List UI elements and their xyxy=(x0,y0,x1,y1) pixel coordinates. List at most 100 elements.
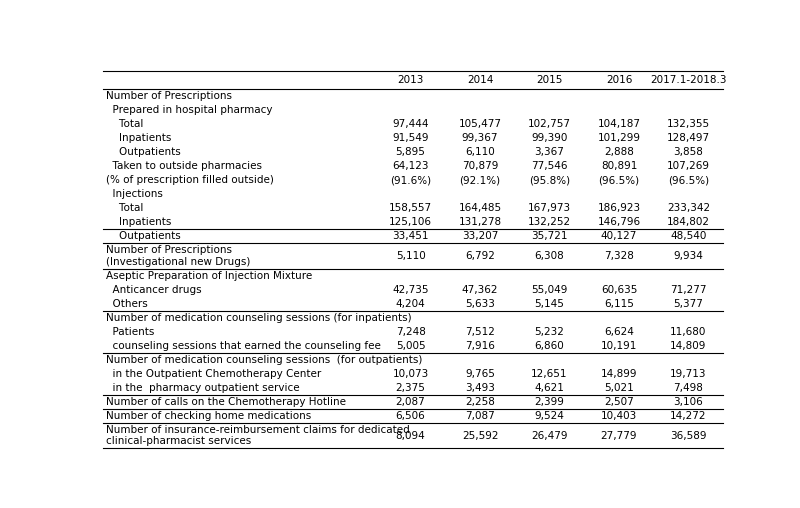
Text: 55,049: 55,049 xyxy=(531,284,568,295)
Text: 35,721: 35,721 xyxy=(531,231,568,241)
Text: 48,540: 48,540 xyxy=(670,231,706,241)
Text: 26,479: 26,479 xyxy=(531,431,568,440)
Text: 3,493: 3,493 xyxy=(465,383,495,393)
Text: 42,735: 42,735 xyxy=(392,284,429,295)
Text: 5,232: 5,232 xyxy=(534,327,565,337)
Text: 6,860: 6,860 xyxy=(534,341,564,351)
Text: 5,021: 5,021 xyxy=(604,383,634,393)
Text: 5,633: 5,633 xyxy=(465,299,495,309)
Text: 104,187: 104,187 xyxy=(598,119,641,129)
Text: 99,367: 99,367 xyxy=(462,133,498,143)
Text: 40,127: 40,127 xyxy=(601,231,637,241)
Text: 158,557: 158,557 xyxy=(389,203,432,213)
Text: 2,375: 2,375 xyxy=(396,383,426,393)
Text: Number of checking home medications: Number of checking home medications xyxy=(106,411,311,421)
Text: 19,713: 19,713 xyxy=(670,369,706,379)
Text: 102,757: 102,757 xyxy=(528,119,571,129)
Text: 2,399: 2,399 xyxy=(534,397,565,407)
Text: 2,888: 2,888 xyxy=(604,147,634,157)
Text: 2015: 2015 xyxy=(536,75,562,85)
Text: 132,252: 132,252 xyxy=(528,217,571,227)
Text: Prepared in hospital pharmacy: Prepared in hospital pharmacy xyxy=(106,105,272,115)
Text: 47,362: 47,362 xyxy=(462,284,498,295)
Text: Taken to outside pharmacies: Taken to outside pharmacies xyxy=(106,161,262,171)
Text: (96.5%): (96.5%) xyxy=(668,175,709,185)
Text: 2013: 2013 xyxy=(398,75,424,85)
Text: 233,342: 233,342 xyxy=(667,203,710,213)
Text: Anticancer drugs: Anticancer drugs xyxy=(106,284,202,295)
Text: Number of Prescriptions: Number of Prescriptions xyxy=(106,245,231,256)
Text: 6,115: 6,115 xyxy=(604,299,634,309)
Text: 186,923: 186,923 xyxy=(598,203,641,213)
Text: 6,110: 6,110 xyxy=(465,147,495,157)
Text: in the Outpatient Chemotherapy Center: in the Outpatient Chemotherapy Center xyxy=(106,369,321,379)
Text: 7,498: 7,498 xyxy=(674,383,703,393)
Text: (96.5%): (96.5%) xyxy=(598,175,639,185)
Text: 105,477: 105,477 xyxy=(458,119,502,129)
Text: Patients: Patients xyxy=(106,327,154,337)
Text: Number of calls on the Chemotherapy Hotline: Number of calls on the Chemotherapy Hotl… xyxy=(106,397,346,407)
Text: 71,277: 71,277 xyxy=(670,284,706,295)
Text: 125,106: 125,106 xyxy=(389,217,432,227)
Text: (% of prescription filled outside): (% of prescription filled outside) xyxy=(106,175,274,185)
Text: counseling sessions that earned the counseling fee: counseling sessions that earned the coun… xyxy=(106,341,381,351)
Text: 101,299: 101,299 xyxy=(598,133,641,143)
Text: 77,546: 77,546 xyxy=(531,161,568,171)
Text: 10,191: 10,191 xyxy=(601,341,637,351)
Text: Number of Prescriptions: Number of Prescriptions xyxy=(106,91,231,101)
Text: 27,779: 27,779 xyxy=(601,431,637,440)
Text: 14,809: 14,809 xyxy=(670,341,706,351)
Text: 8,094: 8,094 xyxy=(396,431,426,440)
Text: 14,899: 14,899 xyxy=(601,369,637,379)
Text: 4,621: 4,621 xyxy=(534,383,565,393)
Text: 9,765: 9,765 xyxy=(465,369,495,379)
Text: 14,272: 14,272 xyxy=(670,411,706,421)
Text: 6,308: 6,308 xyxy=(534,251,564,261)
Text: 4,204: 4,204 xyxy=(396,299,426,309)
Text: 2016: 2016 xyxy=(606,75,632,85)
Text: Inpatients: Inpatients xyxy=(106,217,171,227)
Text: 5,145: 5,145 xyxy=(534,299,565,309)
Text: (95.8%): (95.8%) xyxy=(529,175,570,185)
Text: 7,328: 7,328 xyxy=(604,251,634,261)
Text: 6,506: 6,506 xyxy=(396,411,426,421)
Text: Others: Others xyxy=(106,299,147,309)
Text: Inpatients: Inpatients xyxy=(106,133,171,143)
Text: Number of medication counseling sessions  (for outpatients): Number of medication counseling sessions… xyxy=(106,355,422,365)
Text: Injections: Injections xyxy=(106,189,162,199)
Text: (Investigational new Drugs): (Investigational new Drugs) xyxy=(106,257,250,267)
Text: 12,651: 12,651 xyxy=(531,369,568,379)
Text: 7,512: 7,512 xyxy=(465,327,495,337)
Text: 91,549: 91,549 xyxy=(392,133,429,143)
Text: 5,377: 5,377 xyxy=(674,299,703,309)
Text: 7,087: 7,087 xyxy=(465,411,495,421)
Text: Total: Total xyxy=(106,119,143,129)
Text: 131,278: 131,278 xyxy=(458,217,502,227)
Text: 33,451: 33,451 xyxy=(392,231,429,241)
Text: 99,390: 99,390 xyxy=(531,133,568,143)
Text: Outpatients: Outpatients xyxy=(106,231,180,241)
Text: 5,005: 5,005 xyxy=(396,341,426,351)
Text: Outpatients: Outpatients xyxy=(106,147,180,157)
Text: 7,248: 7,248 xyxy=(396,327,426,337)
Text: 132,355: 132,355 xyxy=(667,119,710,129)
Text: 6,792: 6,792 xyxy=(465,251,495,261)
Text: 167,973: 167,973 xyxy=(528,203,571,213)
Text: 3,367: 3,367 xyxy=(534,147,565,157)
Text: 146,796: 146,796 xyxy=(598,217,641,227)
Text: 5,895: 5,895 xyxy=(396,147,426,157)
Text: 7,916: 7,916 xyxy=(465,341,495,351)
Text: 2014: 2014 xyxy=(467,75,494,85)
Text: 70,879: 70,879 xyxy=(462,161,498,171)
Text: 164,485: 164,485 xyxy=(458,203,502,213)
Text: 9,934: 9,934 xyxy=(674,251,703,261)
Text: 97,444: 97,444 xyxy=(392,119,429,129)
Text: 10,073: 10,073 xyxy=(393,369,429,379)
Text: Number of medication counseling sessions (for inpatients): Number of medication counseling sessions… xyxy=(106,313,411,323)
Text: 25,592: 25,592 xyxy=(462,431,498,440)
Text: 6,624: 6,624 xyxy=(604,327,634,337)
Text: 11,680: 11,680 xyxy=(670,327,706,337)
Text: 2,258: 2,258 xyxy=(465,397,495,407)
Text: Total: Total xyxy=(106,203,143,213)
Text: 3,858: 3,858 xyxy=(674,147,703,157)
